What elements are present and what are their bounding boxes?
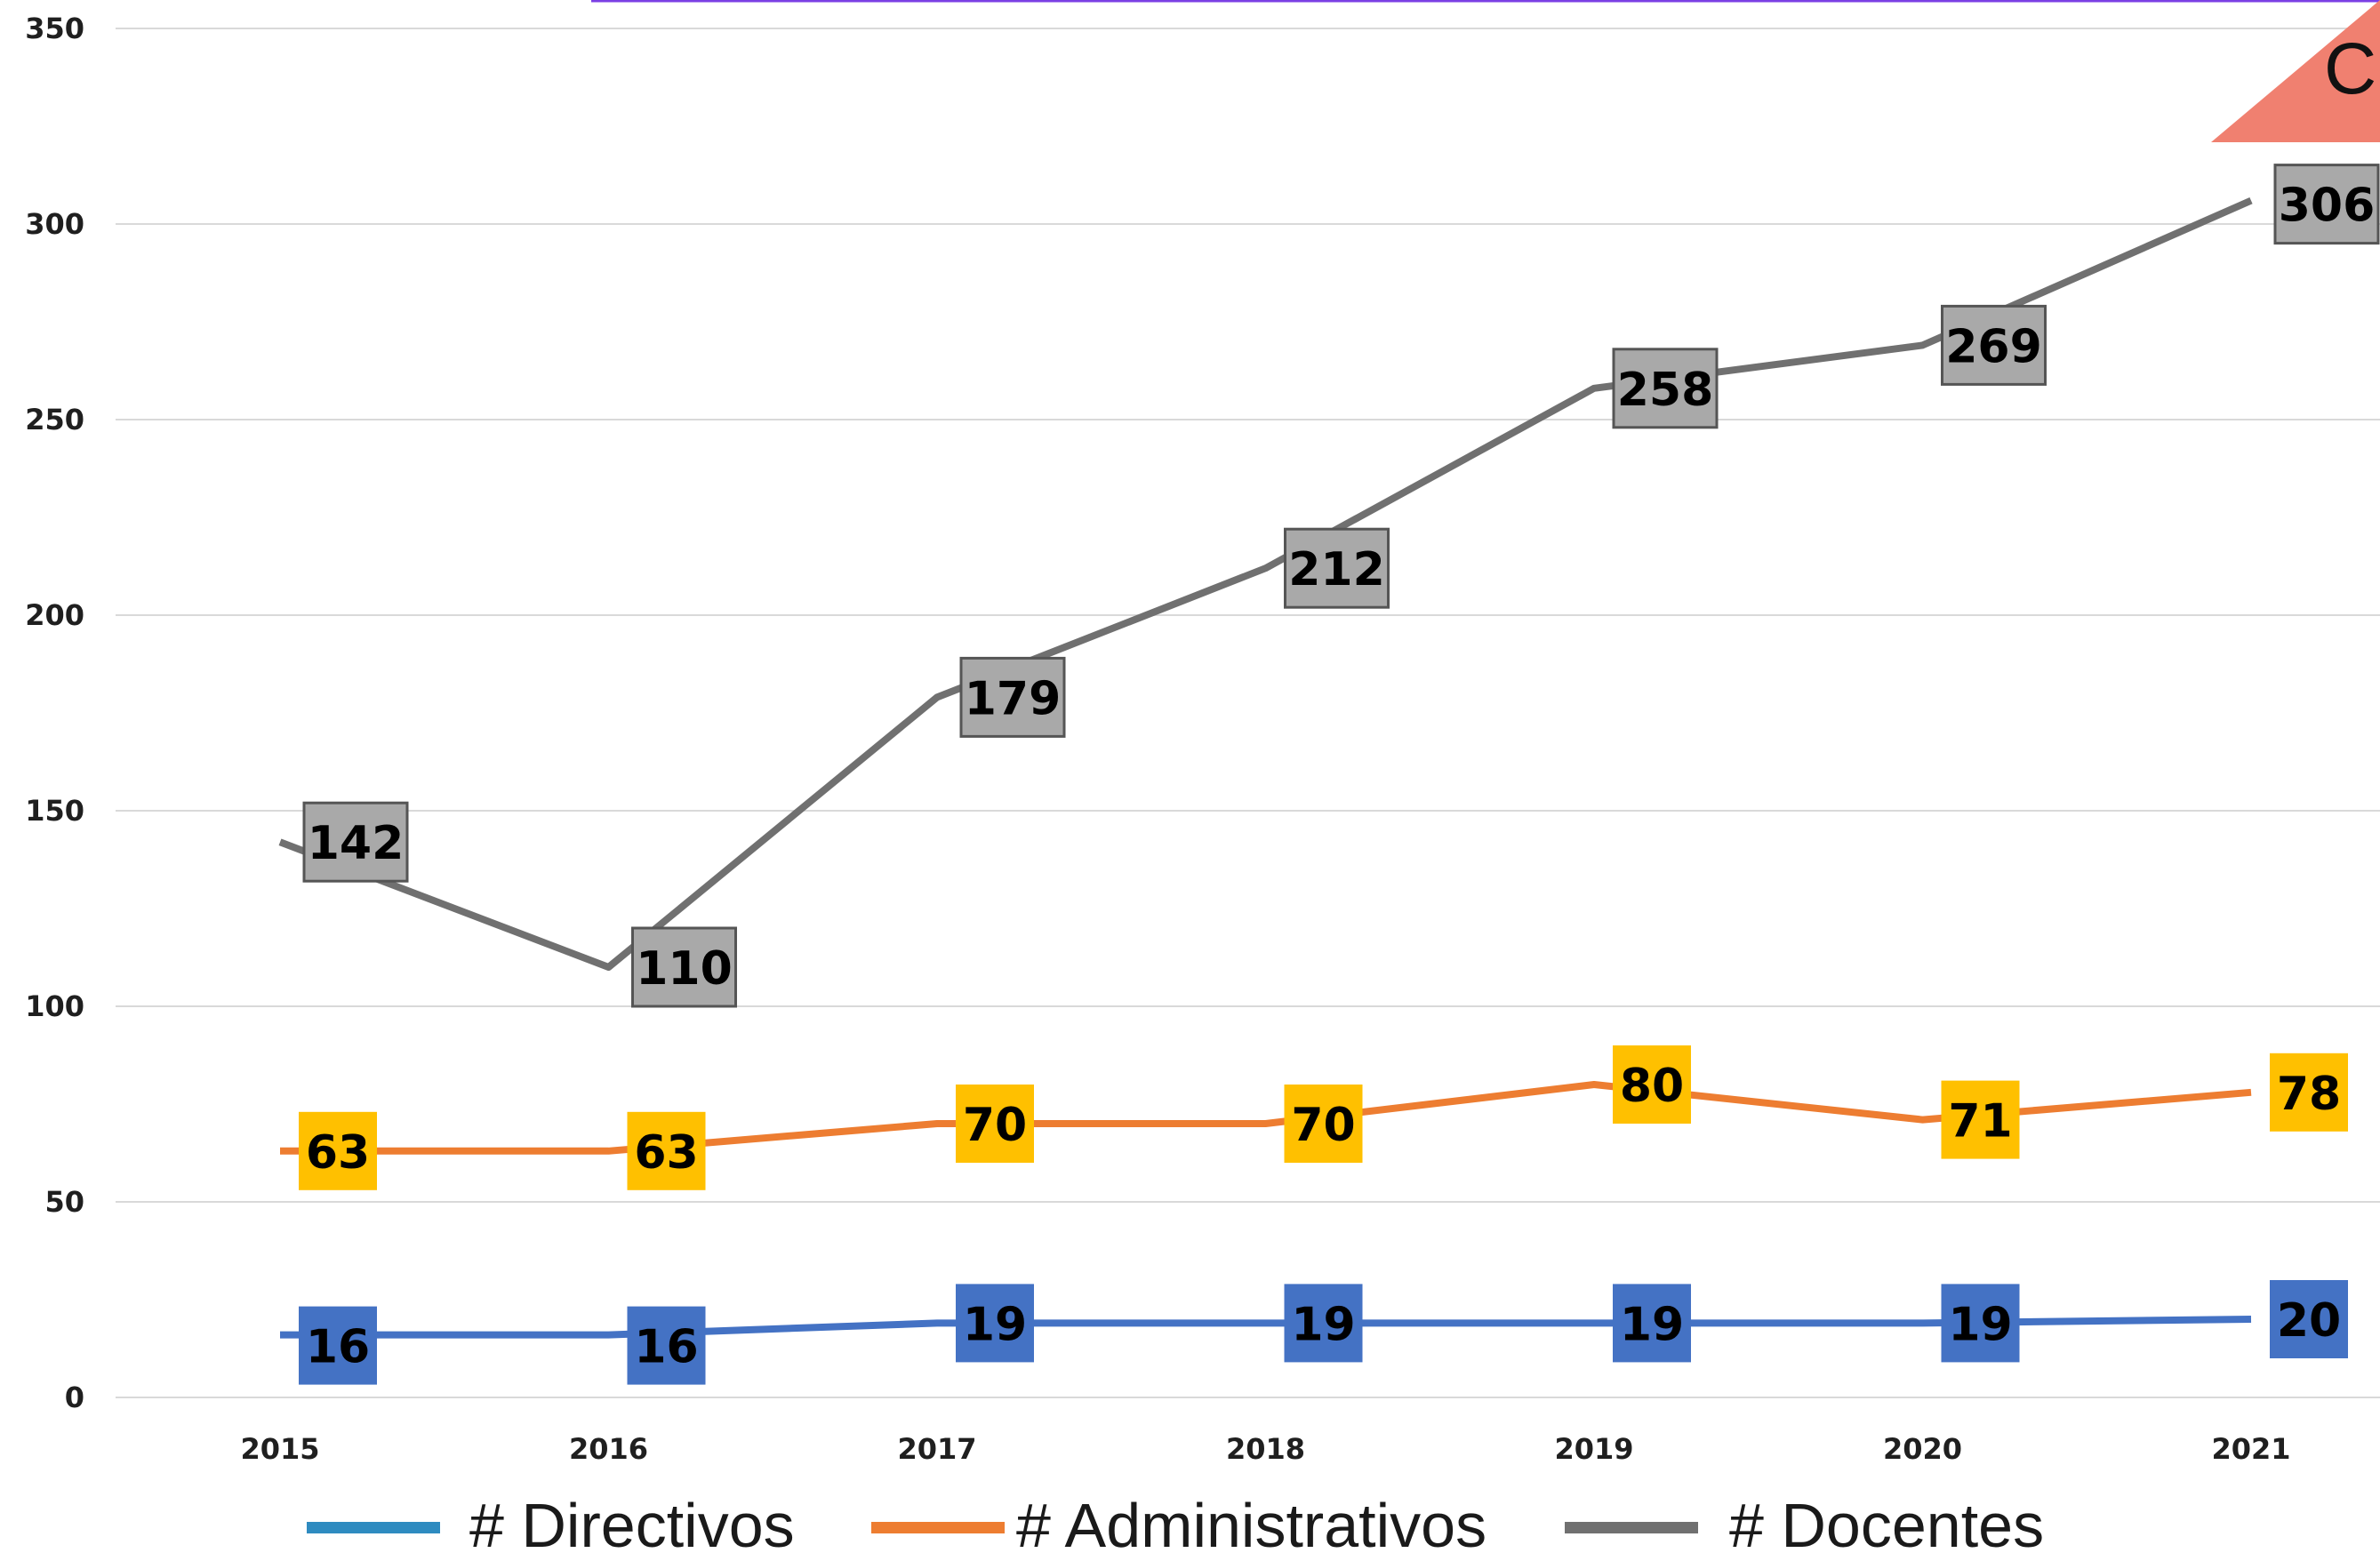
- data-label: 19: [1948, 1298, 2012, 1351]
- data-label-box: [302, 801, 409, 883]
- legend-label: # Administrativos: [1016, 1491, 1486, 1553]
- x-tick-label: 2016: [569, 1432, 648, 1466]
- x-tick-label: 2019: [1554, 1432, 1633, 1466]
- data-label: 212: [1288, 543, 1385, 596]
- data-label-box: [2273, 164, 2380, 245]
- data-label: 19: [1291, 1298, 1355, 1351]
- data-label: 71: [1948, 1095, 2012, 1149]
- data-labels: 16 16 19 19 19 19 20 63 63 70 70 80 71 78 142 110 179 212…: [299, 164, 2380, 1385]
- y-tick-label: 300: [25, 207, 84, 241]
- data-label-box: [959, 656, 1066, 738]
- data-label-box: [1941, 1080, 2020, 1159]
- data-label-box: [631, 926, 737, 1008]
- y-tick-label: 200: [25, 598, 84, 632]
- corner-triangle: [2211, 0, 2380, 142]
- legend-swatch: [307, 1522, 440, 1533]
- y-tick-label: 100: [25, 989, 84, 1023]
- data-label: 70: [1291, 1099, 1355, 1152]
- data-label: 80: [1620, 1060, 1684, 1113]
- x-tick-label: 2018: [1226, 1432, 1305, 1466]
- data-label: 78: [2277, 1068, 2341, 1121]
- data-label-box: [1284, 1284, 1363, 1363]
- corner-badge: C: [2211, 0, 2380, 142]
- legend-label: # Docentes: [1729, 1491, 2044, 1553]
- data-label: 269: [1945, 320, 2042, 373]
- x-tick-label: 2020: [1883, 1432, 1962, 1466]
- data-label-box: [627, 1306, 706, 1385]
- series-lines: [278, 196, 2253, 1339]
- y-axis-ticks: 0 50 100 150 200 250 300 350: [25, 12, 84, 1414]
- gridlines: [116, 28, 2380, 1398]
- data-label: 179: [965, 672, 1062, 725]
- y-tick-label: 150: [25, 794, 84, 828]
- data-label: 19: [1620, 1298, 1684, 1351]
- legend-label: # Directivos: [469, 1491, 795, 1553]
- data-label-box: [1284, 1085, 1363, 1163]
- y-tick-label: 250: [25, 403, 84, 436]
- series-line: [280, 1081, 2252, 1155]
- data-label-box: [1613, 1284, 1691, 1363]
- data-label-box: [956, 1085, 1034, 1163]
- data-label: 110: [636, 942, 733, 996]
- data-label: 19: [963, 1298, 1027, 1351]
- series-line: [280, 1316, 2252, 1339]
- data-label-box: [2270, 1280, 2348, 1358]
- x-tick-label: 2015: [240, 1432, 319, 1466]
- y-tick-label: 0: [65, 1381, 84, 1414]
- data-label: 70: [963, 1099, 1027, 1152]
- data-label-box: [1284, 527, 1390, 609]
- x-tick-label: 2021: [2211, 1432, 2290, 1466]
- legend: # Directivos # Administrativos # Docentes: [307, 1491, 2044, 1553]
- y-tick-label: 350: [25, 12, 84, 45]
- series-line: [278, 196, 2253, 971]
- data-label: 16: [306, 1321, 370, 1374]
- data-label-box: [1941, 1284, 2020, 1363]
- data-label-box: [1613, 1045, 1691, 1124]
- legend-swatch: [1565, 1522, 1698, 1533]
- data-label: 63: [634, 1126, 698, 1180]
- data-label-box: [627, 1111, 706, 1190]
- corner-badge-text: C: [2324, 28, 2376, 109]
- data-label-box: [1612, 348, 1719, 429]
- data-label: 258: [1617, 364, 1714, 417]
- data-label-box: [299, 1306, 377, 1385]
- data-label-box: [956, 1284, 1034, 1363]
- data-label-box: [2270, 1053, 2348, 1132]
- data-label: 16: [634, 1321, 698, 1374]
- data-label: 142: [308, 817, 405, 870]
- data-label-box: [299, 1111, 377, 1190]
- x-axis-ticks: 2015 2016 2017 2018 2019 2020 2021: [240, 1432, 2290, 1466]
- x-tick-label: 2017: [897, 1432, 976, 1466]
- data-label: 20: [2277, 1294, 2341, 1348]
- legend-swatch: [871, 1522, 1005, 1533]
- data-label: 63: [306, 1126, 370, 1180]
- data-label-box: [1941, 304, 2047, 386]
- data-label: 306: [2279, 180, 2376, 233]
- y-tick-label: 50: [44, 1185, 84, 1219]
